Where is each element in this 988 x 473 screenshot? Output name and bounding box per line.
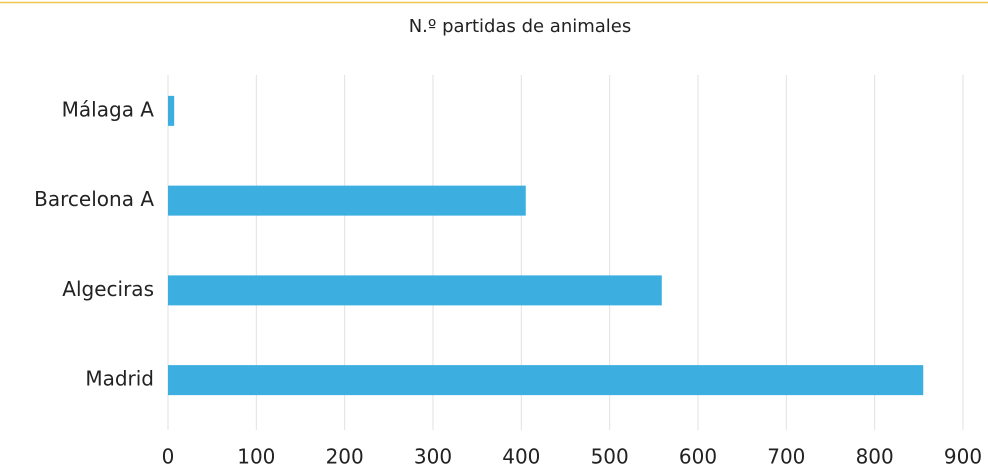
x-tick-label: 0	[162, 445, 175, 469]
x-tick-label: 500	[591, 445, 629, 469]
bar	[168, 185, 526, 216]
x-tick-label: 800	[856, 445, 894, 469]
x-tick-label: 100	[237, 445, 275, 469]
bar	[168, 95, 175, 126]
x-tick-label: 200	[326, 445, 364, 469]
y-tick-label: Algeciras	[62, 277, 154, 301]
y-tick-label: Málaga A	[62, 97, 155, 121]
x-tick-label: 400	[502, 445, 540, 469]
x-tick-label: 900	[944, 445, 982, 469]
x-tick-label: 600	[679, 445, 717, 469]
y-tick-label: Barcelona A	[34, 187, 154, 211]
y-tick-label: Madrid	[85, 367, 154, 391]
x-tick-label: 700	[767, 445, 805, 469]
chart-title: N.º partidas de animales	[409, 16, 632, 37]
bar	[168, 365, 924, 396]
x-tick-label: 300	[414, 445, 452, 469]
bar	[168, 275, 662, 306]
